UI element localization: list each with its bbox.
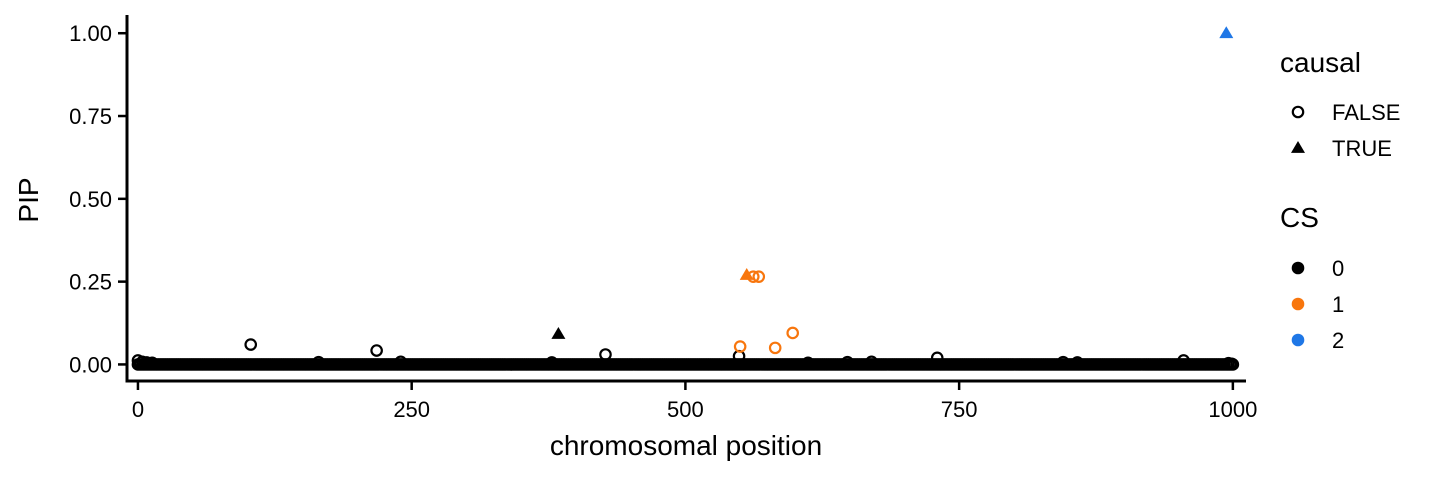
data-point <box>1071 356 1084 369</box>
data-point-causal <box>1219 26 1234 39</box>
data-point <box>733 340 747 353</box>
legend-key-color <box>1291 261 1305 275</box>
color-legend-title: CS <box>1280 202 1319 233</box>
x-axis-title: chromosomal position <box>550 430 822 461</box>
x-tick-label: 0 <box>132 397 144 422</box>
data-point <box>145 356 159 370</box>
legend-key-color <box>1291 297 1305 311</box>
legend-label: FALSE <box>1332 100 1400 125</box>
data-point <box>801 356 815 370</box>
y-tick-label: 0.00 <box>69 352 112 377</box>
x-tick-label: 750 <box>941 397 978 422</box>
plot-area <box>131 26 1240 371</box>
legend-key-color <box>1291 333 1305 347</box>
data-point-causal <box>739 268 754 280</box>
data-point <box>545 356 559 369</box>
data-point <box>394 355 408 369</box>
legend-label: TRUE <box>1332 136 1392 161</box>
data-point <box>746 270 760 283</box>
data-point <box>370 344 383 357</box>
x-tick-label: 250 <box>393 397 430 422</box>
data-point-causal <box>551 326 566 339</box>
y-tick-label: 0.50 <box>69 187 112 212</box>
data-point <box>244 338 258 351</box>
data-point <box>1056 355 1070 369</box>
data-point <box>768 341 782 355</box>
y-tick-label: 0.25 <box>69 270 112 295</box>
data-point <box>599 348 612 361</box>
legend-label: 2 <box>1332 328 1344 353</box>
x-tick-label: 1000 <box>1208 397 1257 422</box>
axes: 0 250 500 750 1000 0.00 0.25 0.50 0.75 1.00 <box>69 15 1257 422</box>
x-ticks: 0 250 500 750 1000 <box>132 381 1257 422</box>
legend: causal FALSE TRUE CS 0 1 2 <box>1280 47 1400 353</box>
legend-label: 1 <box>1332 292 1344 317</box>
legend-key-triangle <box>1291 141 1305 153</box>
data-point <box>930 351 944 365</box>
data-point <box>752 270 766 283</box>
x-tick-label: 500 <box>667 397 704 422</box>
data-point <box>140 356 154 369</box>
data-point <box>841 355 854 369</box>
y-ticks: 0.00 0.25 0.50 0.75 1.00 <box>69 21 127 377</box>
data-point <box>312 355 325 369</box>
data-point <box>786 326 800 340</box>
shape-legend-title: causal <box>1280 47 1361 78</box>
data-point <box>865 355 878 369</box>
y-tick-label: 0.75 <box>69 104 112 129</box>
data-point <box>1177 354 1190 367</box>
legend-label: 0 <box>1332 256 1344 281</box>
y-tick-label: 1.00 <box>69 21 112 46</box>
data-point <box>1225 357 1239 371</box>
y-axis-title: PIP <box>13 177 44 222</box>
legend-key-circle <box>1291 105 1305 119</box>
